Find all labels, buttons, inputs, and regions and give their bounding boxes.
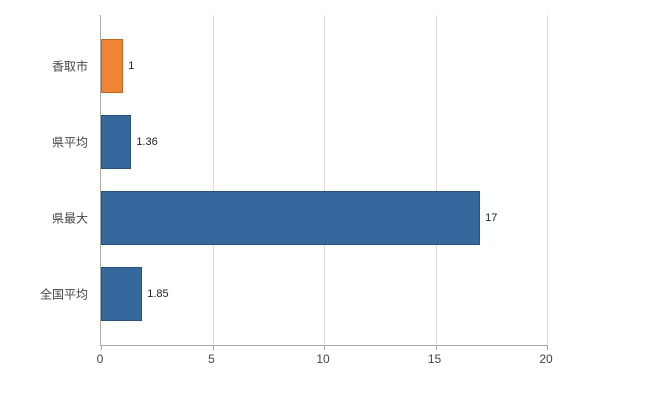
gridline bbox=[212, 15, 214, 345]
x-tick-mark bbox=[101, 345, 102, 350]
category-axis: 香取市県平均県最大全国平均 bbox=[0, 15, 94, 345]
bar-value-label: 1.85 bbox=[147, 287, 169, 300]
x-tick-label: 15 bbox=[427, 352, 442, 366]
gridline bbox=[435, 15, 437, 345]
x-tick-label: 0 bbox=[96, 352, 104, 366]
x-tick-mark bbox=[547, 345, 548, 350]
gridline bbox=[547, 15, 548, 345]
x-tick-mark bbox=[324, 345, 325, 350]
x-tick-mark bbox=[212, 345, 214, 350]
x-tick-label: 20 bbox=[539, 352, 553, 366]
bar bbox=[101, 39, 124, 94]
gridline bbox=[324, 15, 325, 345]
category-label: 県最大 bbox=[51, 211, 88, 226]
category-label: 全国平均 bbox=[39, 287, 88, 302]
bar-value-label: 1 bbox=[128, 60, 135, 73]
x-tick-mark bbox=[435, 345, 437, 350]
x-tick-label: 10 bbox=[316, 352, 330, 366]
category-label: 香取市 bbox=[51, 59, 88, 74]
bar-value-label: 17 bbox=[485, 211, 498, 224]
bar bbox=[101, 266, 143, 321]
bar bbox=[101, 114, 132, 170]
x-axis: 0 5 10 15 20 bbox=[96, 349, 553, 369]
category-label: 県平均 bbox=[51, 135, 88, 150]
x-tick-label: 5 bbox=[208, 352, 215, 366]
bar bbox=[101, 190, 481, 245]
bar-value-label: 1.36 bbox=[136, 136, 158, 149]
plot-area: 1 1.36 17 1.85 bbox=[100, 15, 548, 350]
